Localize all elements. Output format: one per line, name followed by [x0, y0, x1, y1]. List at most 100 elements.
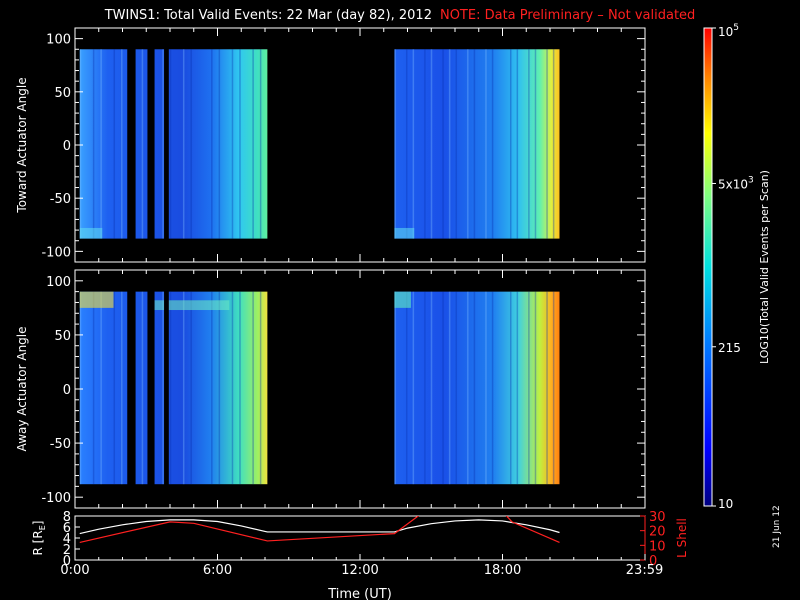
- toward-texture-stripe: [552, 49, 555, 239]
- toward-texture-stripe: [121, 49, 123, 239]
- away-ylabel: Away Actuator Angle: [15, 326, 29, 451]
- colorbar-tick-label: 5x103: [718, 175, 754, 191]
- toward-texture-stripe: [442, 49, 444, 239]
- away-texture-stripe: [473, 291, 476, 485]
- toward-texture-stripe: [141, 49, 144, 239]
- toward-ytick-label: 50: [54, 86, 71, 101]
- colorbar-gradient: [704, 28, 712, 506]
- toward-texture-stripe: [190, 49, 192, 239]
- title-main: TWINS1: Total Valid Events: 22 Mar (day …: [104, 8, 432, 23]
- axes: -100 -50 0 50 100 Toward Actuator Angle -100 -5…: [15, 27, 646, 509]
- away-texture-stripe: [100, 291, 102, 485]
- away-texture-stripe: [231, 291, 234, 485]
- away-texture-stripe: [211, 291, 213, 485]
- lshell-series-line: [505, 516, 560, 543]
- toward-texture-stripe: [231, 49, 234, 239]
- toward-texture-stripe: [239, 49, 241, 239]
- lshell-ytick-label: 30: [649, 510, 666, 525]
- r-ytick-label: 4: [63, 532, 71, 547]
- title-note: NOTE: Data Preliminary – Not validated: [439, 8, 696, 23]
- away-texture-stripe: [485, 291, 487, 485]
- away-data-gap: [127, 290, 136, 486]
- toward-texture-stripe: [485, 49, 487, 239]
- away-texture-stripe: [252, 291, 254, 485]
- toward-ylabel: Toward Actuator Angle: [15, 77, 29, 213]
- away-edge-band: [394, 291, 411, 308]
- toward-texture-stripe: [252, 49, 254, 239]
- toward-texture-stripe: [473, 49, 476, 239]
- away-edge-band: [153, 300, 230, 311]
- toward-texture-stripe: [182, 49, 185, 239]
- r-ytick-label: 2: [63, 543, 71, 558]
- toward-edge-band: [394, 227, 415, 239]
- away-texture-stripe: [259, 291, 262, 485]
- lshell-ytick-label: 20: [649, 525, 666, 540]
- away-texture-stripe: [528, 291, 530, 485]
- away-texture-stripe: [491, 291, 494, 485]
- away-ytick-label: -50: [50, 437, 71, 452]
- away-ytick-label: 0: [63, 383, 71, 398]
- away-texture-stripe: [516, 291, 519, 485]
- colorbar-label: LOG10(Total Valid Events per Scan): [758, 170, 771, 364]
- toward-texture-stripe: [169, 49, 172, 239]
- away-texture-stripe: [455, 291, 458, 485]
- r-ytick-label: 0: [63, 554, 71, 569]
- toward-texture-stripe: [218, 49, 221, 239]
- colorbar-frame: [703, 27, 713, 507]
- toward-texture-stripe: [79, 49, 82, 239]
- away-data-gap: [164, 290, 169, 486]
- away-texture-stripe: [412, 291, 415, 485]
- time-xlabel: Time (UT): [327, 587, 392, 600]
- toward-texture-stripe: [491, 49, 494, 239]
- away-texture-stripe: [92, 291, 95, 485]
- away-data-block: [394, 291, 560, 485]
- toward-data-gap: [147, 48, 155, 240]
- away-texture-stripe: [405, 291, 408, 485]
- away-texture-stripe: [552, 291, 555, 485]
- toward-texture-stripe: [113, 49, 116, 239]
- r-ytick-label: 6: [63, 521, 71, 536]
- colorbar-tick-label: 10: [718, 497, 733, 511]
- away-texture-stripe: [79, 291, 82, 485]
- toward-texture-stripe: [259, 49, 262, 239]
- chart-title: TWINS1: Total Valid Events: 22 Mar (day …: [0, 8, 800, 23]
- toward-texture-stripe: [467, 49, 469, 239]
- away-ytick-label: 100: [46, 275, 71, 290]
- toward-texture-stripe: [448, 49, 451, 239]
- toward-ytick-label: 0: [63, 139, 71, 154]
- colorbar-tick-label: 215: [718, 341, 741, 355]
- toward-ytick-label: -100: [41, 245, 71, 260]
- away-texture-stripe: [467, 291, 469, 485]
- heatmap-away: [79, 290, 560, 486]
- away-texture-stripe: [218, 291, 221, 485]
- toward-texture-stripe: [516, 49, 519, 239]
- time-xtick-label: 0:00: [60, 563, 89, 578]
- toward-texture-stripe: [162, 49, 164, 239]
- toward-texture-stripe: [455, 49, 458, 239]
- colorbar-tick-label: 105: [718, 23, 739, 39]
- away-texture-stripe: [121, 291, 123, 485]
- away-texture-stripe: [509, 291, 512, 485]
- ephemeris-frame: [74, 515, 646, 561]
- r-ytick-label: 8: [63, 510, 71, 525]
- toward-ytick-label: -50: [50, 192, 71, 207]
- toward-texture-stripe: [424, 49, 426, 239]
- toward-texture-stripe: [534, 49, 537, 239]
- toward-texture-stripe: [92, 49, 95, 239]
- away-texture-stripe: [546, 291, 548, 485]
- away-texture-stripe: [394, 291, 396, 485]
- toward-texture-stripe: [405, 49, 408, 239]
- away-data-block: [79, 291, 268, 485]
- toward-data-block: [79, 49, 268, 239]
- colorbar: 105 5x103 215 10 LOG10(Total Valid Events pe…: [703, 23, 771, 511]
- away-texture-stripe: [113, 291, 116, 485]
- lshell-series-line: [79, 516, 420, 543]
- time-xtick-label: 18:00: [484, 563, 521, 578]
- time-xtick-label: 12:00: [341, 563, 378, 578]
- away-texture-stripe: [141, 291, 144, 485]
- toward-texture-stripe: [546, 49, 548, 239]
- heatmap-toward: [79, 48, 560, 240]
- time-xtick-label: 6:00: [203, 563, 232, 578]
